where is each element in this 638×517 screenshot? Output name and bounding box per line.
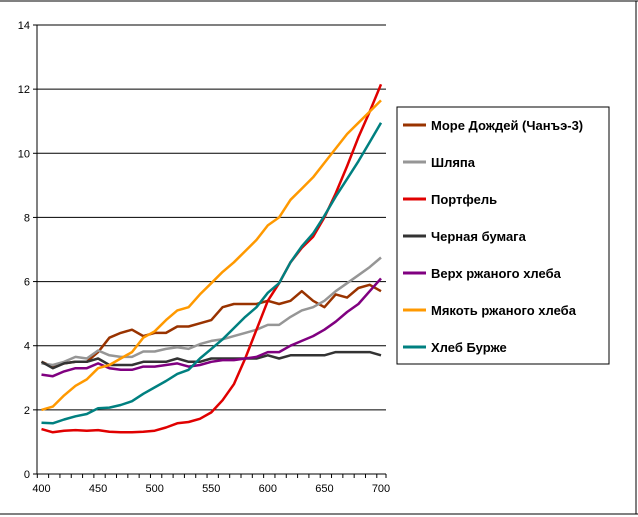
series-line-1 xyxy=(41,256,382,367)
series-lines xyxy=(40,83,383,434)
legend-label-4: Верх ржаного хлеба xyxy=(431,266,562,281)
series-line-5 xyxy=(41,99,382,412)
legend-label-5: Мякоть ржаного хлеба xyxy=(431,303,577,318)
axes: 0 2 4 6 8 10 12 14 400 450 500 550 600 650 700 xyxy=(18,20,390,495)
x-tick-label: 550 xyxy=(202,483,220,495)
legend-label-1: Шляпа xyxy=(431,155,476,170)
legend-label-2: Портфель xyxy=(431,192,497,207)
x-tick-label: 450 xyxy=(89,483,107,495)
series-line-2 xyxy=(41,83,383,434)
x-tick-label: 400 xyxy=(32,483,50,495)
y-tick-label: 2 xyxy=(24,405,30,417)
y-tick-label: 4 xyxy=(24,341,30,353)
series-line-4 xyxy=(41,277,382,378)
series-line-6 xyxy=(41,122,383,425)
y-tick-label: 6 xyxy=(24,277,30,289)
x-tick-label: 650 xyxy=(315,483,333,495)
y-tick-label: 14 xyxy=(18,20,30,32)
y-tick-label: 8 xyxy=(24,212,30,224)
y-tick-label: 10 xyxy=(18,148,30,160)
legend-label-3: Черная бумага xyxy=(431,229,527,244)
legend-label-6: Хлеб Бурже xyxy=(431,340,507,355)
legend-label-0: Море Дождей (Чанъэ-3) xyxy=(431,118,583,133)
y-tick-label: 12 xyxy=(18,84,30,96)
y-tick-label: 0 xyxy=(24,469,30,481)
series-line-3 xyxy=(40,350,382,370)
series-line-0 xyxy=(41,283,382,368)
x-tick-label: 700 xyxy=(372,483,390,495)
legend-box xyxy=(396,106,610,365)
x-tick-label: 500 xyxy=(145,483,163,495)
legend: Море Дождей (Чанъэ-3) Шляпа Портфель Черная… xyxy=(396,106,610,365)
x-tick-label: 600 xyxy=(259,483,277,495)
